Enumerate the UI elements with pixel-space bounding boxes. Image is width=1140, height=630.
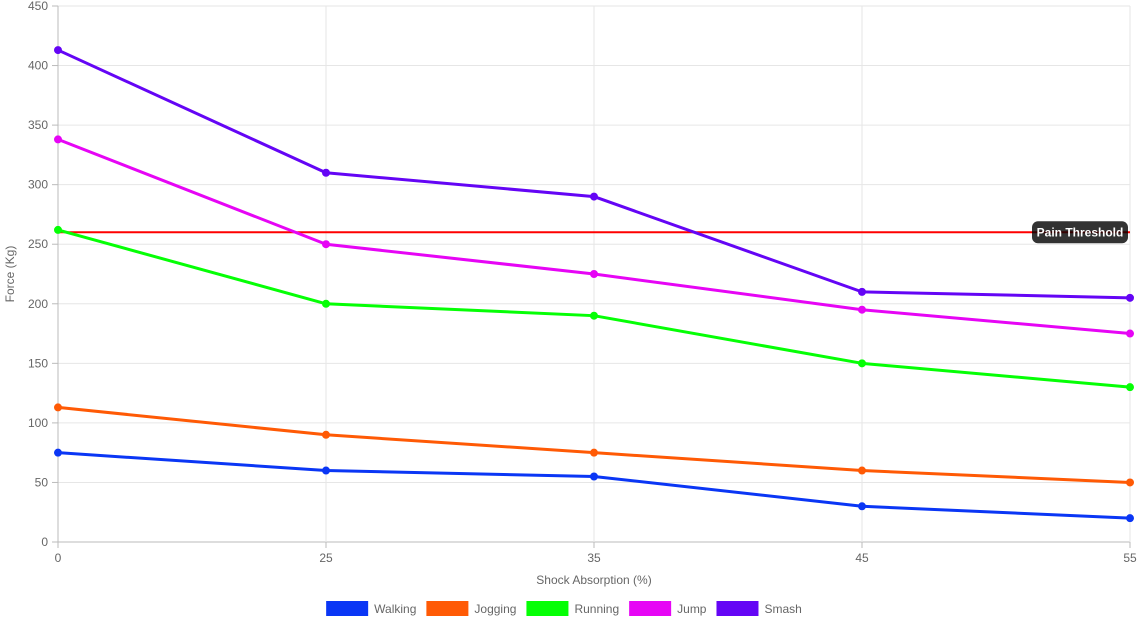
- axes: 0 50 100 150 200 250 300 350 400 450 0 25 35 45 55: [28, 0, 1137, 565]
- data-point-running: [54, 225, 62, 234]
- x-tick-label: 0: [55, 551, 62, 565]
- legend-label-jogging: Jogging: [474, 602, 516, 616]
- data-point-walking: [858, 502, 866, 511]
- data-point-jump: [590, 270, 598, 278]
- y-tick-label: 350: [28, 118, 48, 132]
- threshold-label-box: [1032, 221, 1128, 244]
- legend-label-walking: Walking: [374, 602, 416, 616]
- data-point-jump: [54, 135, 62, 144]
- data-point-jogging: [590, 448, 598, 457]
- series-lines: [54, 46, 1134, 523]
- data-point-walking: [590, 472, 598, 481]
- data-point-smash: [54, 46, 62, 55]
- data-point-smash: [322, 168, 330, 177]
- data-point-walking: [322, 466, 330, 475]
- legend-label-jump: Jump: [677, 602, 707, 616]
- y-tick-label: 300: [28, 178, 48, 192]
- legend: Walking Jogging Running Jump Smash: [326, 601, 802, 616]
- data-point-smash: [1126, 293, 1134, 302]
- x-tick-label: 25: [319, 551, 333, 565]
- y-tick-label: 250: [28, 237, 48, 251]
- data-point-walking: [1126, 514, 1134, 523]
- data-point-running: [590, 311, 598, 320]
- legend-swatch-jump: [629, 601, 672, 616]
- y-tick-label: 200: [28, 297, 48, 311]
- data-point-jogging: [54, 403, 62, 412]
- y-tick-label: 100: [28, 416, 48, 430]
- x-tick-label: 55: [1123, 551, 1137, 565]
- threshold-label: Pain Threshold: [1037, 225, 1124, 239]
- y-tick-label: 0: [41, 535, 48, 549]
- data-point-jogging: [322, 430, 330, 439]
- y-tick-label: 450: [28, 0, 48, 13]
- data-point-jump: [322, 240, 330, 249]
- y-tick-label: 400: [28, 59, 48, 73]
- data-point-smash: [590, 192, 598, 201]
- y-tick-label: 150: [28, 356, 48, 370]
- data-point-running: [322, 299, 330, 308]
- data-point-jogging: [858, 466, 866, 475]
- data-point-jogging: [1126, 478, 1134, 487]
- data-point-jump: [1126, 329, 1134, 338]
- legend-label-running: Running: [574, 602, 619, 616]
- data-point-running: [1126, 383, 1134, 392]
- data-point-running: [858, 359, 866, 368]
- x-tick-label: 35: [587, 551, 601, 565]
- legend-swatch-smash: [716, 601, 759, 616]
- threshold-label-group: Pain Threshold: [1032, 221, 1128, 244]
- y-tick-label: 50: [35, 475, 49, 489]
- y-axis-title: Force (Kg): [3, 246, 17, 303]
- legend-label-smash: Smash: [764, 602, 801, 616]
- data-point-walking: [54, 448, 62, 457]
- legend-swatch-running: [526, 601, 569, 616]
- x-tick-label: 45: [855, 551, 869, 565]
- data-point-jump: [858, 305, 866, 314]
- x-axis-title: Shock Absorption (%): [536, 573, 651, 587]
- legend-swatch-walking: [326, 601, 369, 616]
- data-point-smash: [858, 287, 866, 296]
- legend-swatch-jogging: [426, 601, 469, 616]
